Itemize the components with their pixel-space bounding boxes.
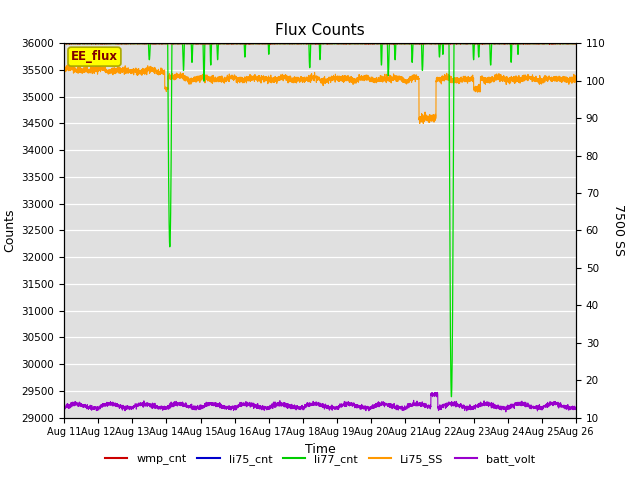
Text: EE_flux: EE_flux <box>71 50 118 63</box>
Y-axis label: Counts: Counts <box>3 209 16 252</box>
Y-axis label: 7500 SS: 7500 SS <box>612 204 625 256</box>
Title: Flux Counts: Flux Counts <box>275 23 365 38</box>
X-axis label: Time: Time <box>305 443 335 456</box>
Legend: wmp_cnt, li75_cnt, li77_cnt, Li75_SS, batt_volt: wmp_cnt, li75_cnt, li77_cnt, Li75_SS, ba… <box>100 450 540 469</box>
